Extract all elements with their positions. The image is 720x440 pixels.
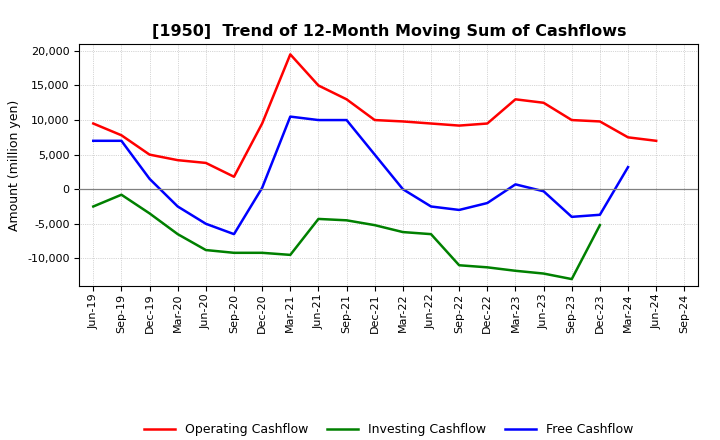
Investing Cashflow [427, 231, 436, 237]
Free Cashflow [539, 189, 548, 194]
Title: [1950]  Trend of 12-Month Moving Sum of Cashflows: [1950] Trend of 12-Month Moving Sum of C… [151, 24, 626, 39]
Y-axis label: Amount (million yen): Amount (million yen) [9, 99, 22, 231]
Operating Cashflow [342, 97, 351, 102]
Operating Cashflow [595, 119, 604, 124]
Free Cashflow [427, 204, 436, 209]
Line: Investing Cashflow: Investing Cashflow [94, 195, 600, 279]
Operating Cashflow [258, 121, 266, 126]
Operating Cashflow [652, 138, 660, 143]
Operating Cashflow [370, 117, 379, 123]
Operating Cashflow [174, 158, 182, 163]
Investing Cashflow [117, 192, 126, 198]
Operating Cashflow [624, 135, 632, 140]
Operating Cashflow [286, 52, 294, 57]
Line: Operating Cashflow: Operating Cashflow [94, 55, 656, 177]
Free Cashflow [511, 182, 520, 187]
Investing Cashflow [230, 250, 238, 256]
Operating Cashflow [567, 117, 576, 123]
Operating Cashflow [89, 121, 98, 126]
Investing Cashflow [595, 223, 604, 228]
Investing Cashflow [202, 247, 210, 253]
Investing Cashflow [567, 276, 576, 282]
Free Cashflow [202, 221, 210, 227]
Free Cashflow [230, 231, 238, 237]
Line: Free Cashflow: Free Cashflow [94, 117, 628, 234]
Free Cashflow [314, 117, 323, 123]
Investing Cashflow [174, 231, 182, 237]
Free Cashflow [258, 185, 266, 191]
Free Cashflow [455, 207, 464, 213]
Operating Cashflow [314, 83, 323, 88]
Investing Cashflow [342, 218, 351, 223]
Free Cashflow [145, 176, 154, 181]
Free Cashflow [342, 117, 351, 123]
Operating Cashflow [202, 160, 210, 165]
Free Cashflow [624, 165, 632, 170]
Operating Cashflow [427, 121, 436, 126]
Operating Cashflow [511, 97, 520, 102]
Operating Cashflow [483, 121, 492, 126]
Operating Cashflow [117, 132, 126, 138]
Investing Cashflow [455, 263, 464, 268]
Free Cashflow [117, 138, 126, 143]
Free Cashflow [483, 200, 492, 205]
Investing Cashflow [314, 216, 323, 222]
Investing Cashflow [483, 265, 492, 270]
Investing Cashflow [145, 211, 154, 216]
Investing Cashflow [511, 268, 520, 273]
Operating Cashflow [399, 119, 408, 124]
Investing Cashflow [89, 204, 98, 209]
Investing Cashflow [258, 250, 266, 256]
Free Cashflow [174, 204, 182, 209]
Free Cashflow [370, 152, 379, 157]
Free Cashflow [399, 187, 408, 192]
Free Cashflow [567, 214, 576, 220]
Operating Cashflow [145, 152, 154, 157]
Operating Cashflow [539, 100, 548, 106]
Free Cashflow [286, 114, 294, 119]
Investing Cashflow [286, 252, 294, 257]
Free Cashflow [595, 212, 604, 217]
Investing Cashflow [370, 223, 379, 228]
Investing Cashflow [539, 271, 548, 276]
Investing Cashflow [399, 229, 408, 235]
Operating Cashflow [230, 174, 238, 180]
Free Cashflow [89, 138, 98, 143]
Operating Cashflow [455, 123, 464, 128]
Legend: Operating Cashflow, Investing Cashflow, Free Cashflow: Operating Cashflow, Investing Cashflow, … [139, 418, 639, 440]
